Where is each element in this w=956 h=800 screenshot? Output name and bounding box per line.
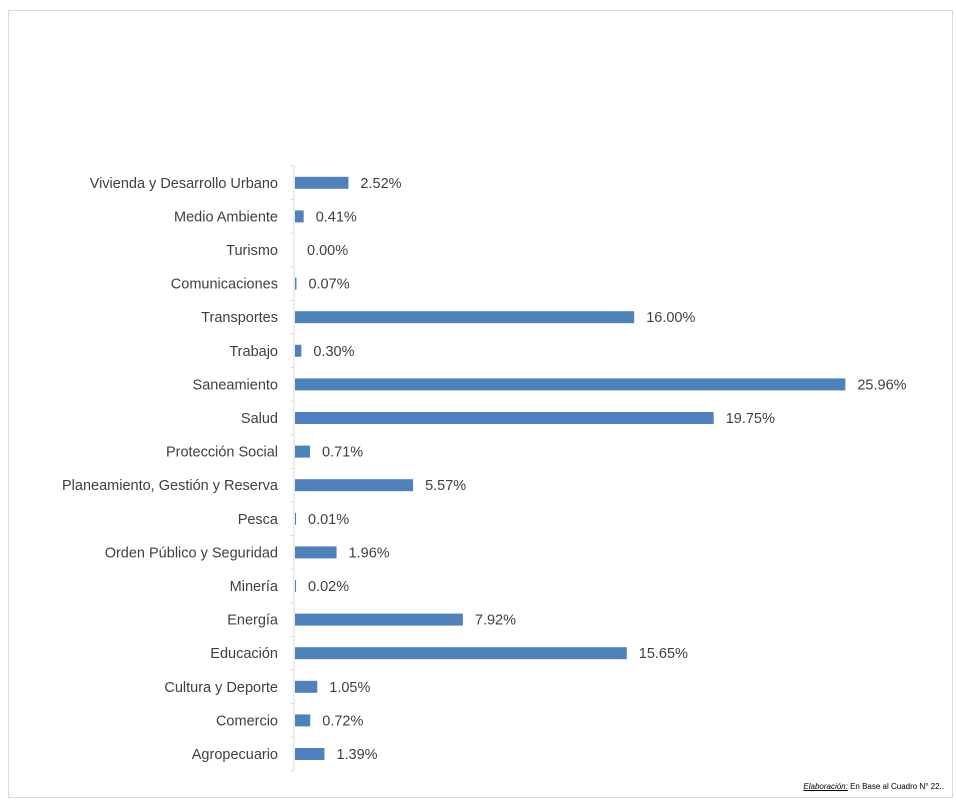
bar: [295, 748, 325, 760]
value-label: 15.65%: [639, 646, 688, 662]
category-label: Medio Ambiente: [174, 209, 278, 225]
bar: [295, 210, 304, 223]
value-label: 19.75%: [726, 411, 775, 427]
bar: [295, 613, 463, 626]
source-note-lead: Elaboración:: [803, 782, 848, 791]
bar: [295, 277, 297, 290]
category-label: Orden Público y Seguridad: [105, 545, 278, 561]
value-label: 1.39%: [336, 747, 377, 763]
value-label: 1.96%: [349, 545, 390, 561]
category-label: Saneamiento: [193, 377, 278, 393]
category-label: Agropecuario: [192, 747, 278, 763]
value-label: 0.71%: [322, 445, 363, 461]
bar: [295, 680, 318, 693]
value-label: 0.01%: [308, 512, 349, 528]
category-label: Educación: [210, 646, 278, 662]
value-label: 25.96%: [857, 377, 906, 393]
value-label: 16.00%: [646, 310, 695, 326]
category-label: Cultura y Deporte: [164, 680, 278, 696]
bar: [295, 479, 414, 492]
category-label: Salud: [241, 411, 278, 427]
category-label: Trabajo: [229, 344, 278, 360]
source-note-text: En Base al Cuadro N° 22..: [847, 782, 944, 791]
category-label: Planeamiento, Gestión y Reserva: [62, 478, 279, 494]
bar: [295, 647, 627, 660]
bar: [295, 580, 296, 592]
value-label: 2.52%: [360, 176, 401, 192]
value-label: 0.02%: [308, 579, 349, 595]
chart-frame: Vivienda y Desarrollo Urbano 2.52% Medio A…: [8, 10, 953, 798]
value-label: 0.00%: [307, 243, 348, 259]
bar: [295, 176, 349, 189]
bar: [295, 378, 846, 391]
category-label: Turismo: [226, 243, 278, 259]
bar: [295, 714, 311, 727]
source-note: Elaboración: En Base al Cuadro N° 22..: [803, 782, 944, 791]
bar: [295, 412, 714, 424]
value-label: 5.57%: [425, 478, 466, 494]
category-label: Transportes: [201, 310, 278, 326]
category-label: Comercio: [216, 713, 278, 729]
category-label: Vivienda y Desarrollo Urbano: [90, 176, 278, 192]
value-label: 0.41%: [316, 209, 357, 225]
bar: [295, 546, 337, 559]
category-label: Pesca: [238, 512, 279, 528]
bar-chart: Vivienda y Desarrollo Urbano 2.52% Medio A…: [62, 165, 907, 772]
category-label: Energía: [227, 613, 279, 629]
value-label: 0.07%: [308, 277, 349, 293]
bar: [295, 445, 311, 458]
value-label: 0.30%: [313, 344, 354, 360]
bar: [295, 344, 302, 357]
category-label: Protección Social: [166, 445, 278, 461]
bar: [295, 512, 296, 525]
bar: [295, 311, 635, 324]
category-label: Comunicaciones: [171, 277, 278, 293]
category-label: Minería: [230, 579, 279, 595]
value-label: 7.92%: [475, 613, 516, 629]
value-label: 1.05%: [329, 680, 370, 696]
value-label: 0.72%: [322, 713, 363, 729]
